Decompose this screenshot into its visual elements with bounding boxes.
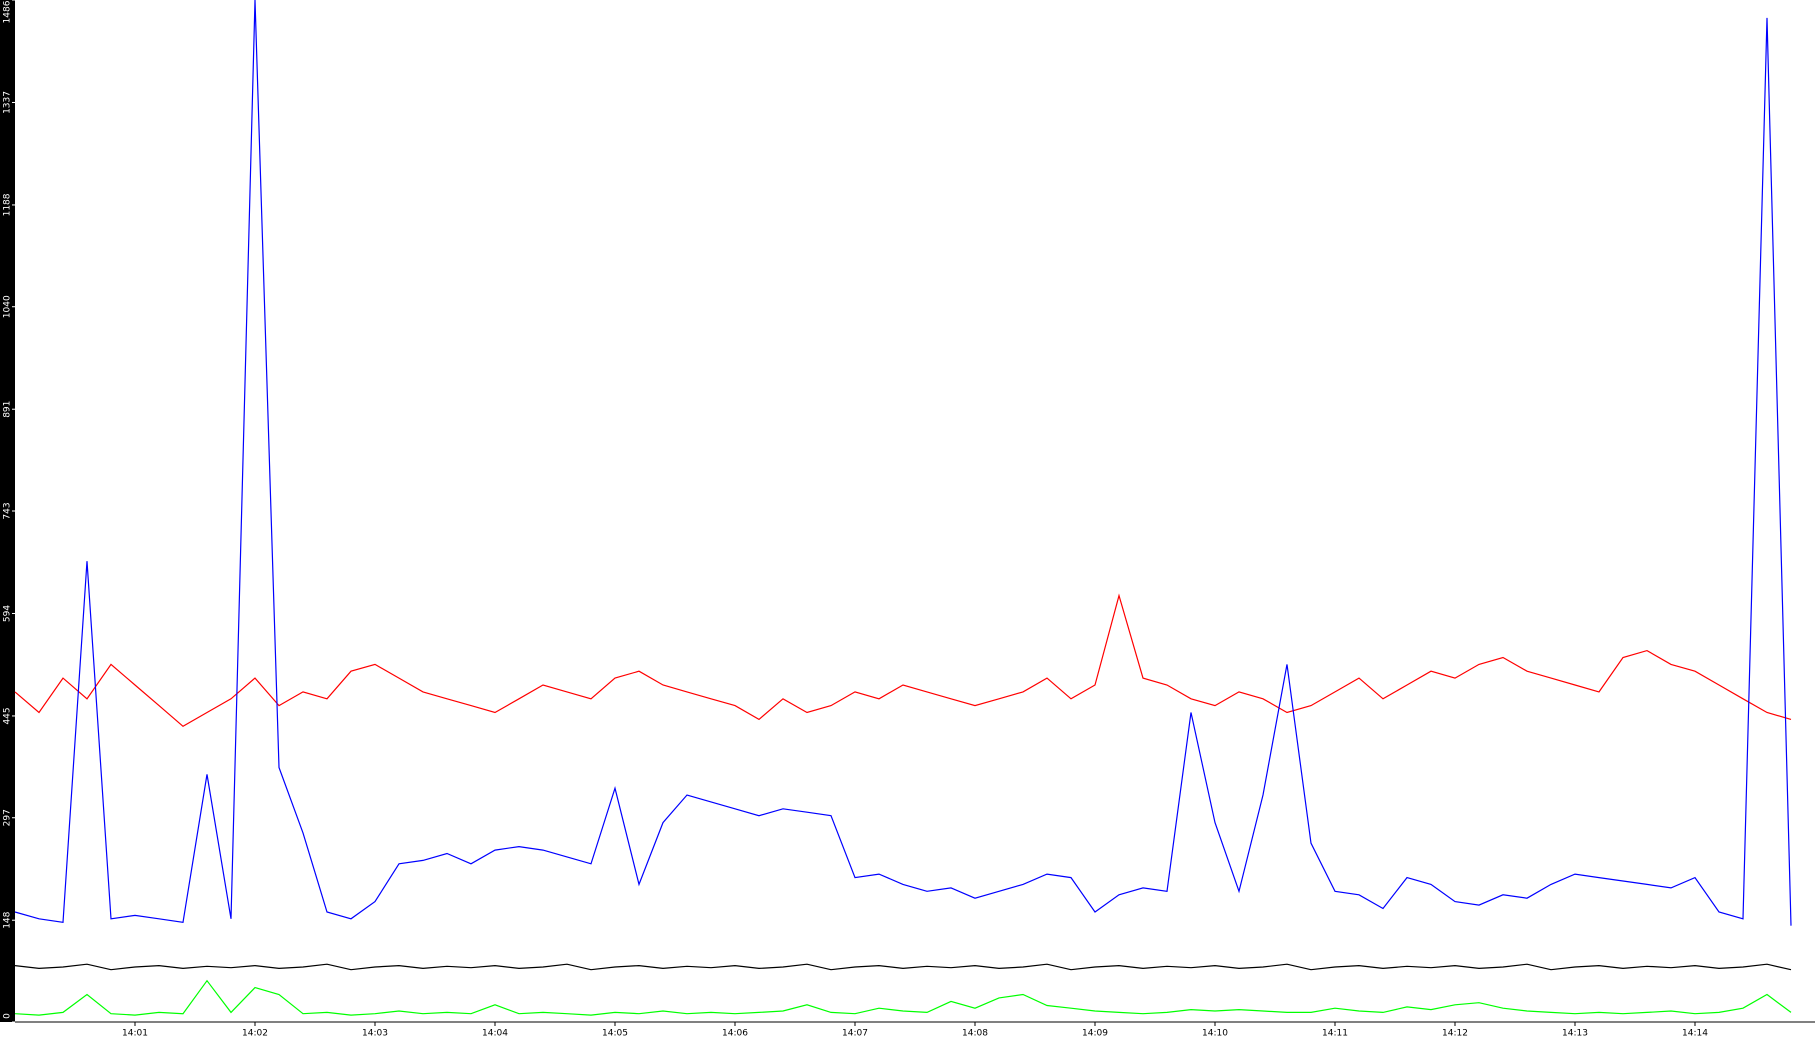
x-tick-label: 14:09 — [1082, 1029, 1108, 1039]
y-tick-label: 1337 — [3, 91, 13, 114]
y-tick-label: 1040 — [3, 295, 13, 318]
y-tick-label: 743 — [3, 502, 13, 519]
x-axis-strip — [0, 1022, 1815, 1039]
y-tick-label: 297 — [3, 809, 13, 826]
x-tick-label: 14:08 — [962, 1029, 988, 1039]
series-line — [14, 0, 1792, 926]
series-line — [14, 963, 1792, 971]
x-tick-label: 14:02 — [242, 1029, 268, 1039]
x-tick-label: 14:10 — [1202, 1029, 1228, 1039]
x-tick-label: 14:13 — [1562, 1029, 1588, 1039]
x-tick-label: 14:11 — [1322, 1029, 1348, 1039]
y-tick-label: 594 — [3, 605, 13, 622]
x-tick-label: 14:03 — [362, 1029, 388, 1039]
series-line — [14, 979, 1792, 1016]
series-line — [14, 593, 1792, 728]
y-tick-label: 891 — [3, 401, 13, 418]
x-tick-label: 14:05 — [602, 1029, 628, 1039]
x-tick-label: 14:07 — [842, 1029, 868, 1039]
y-tick-label: 148 — [3, 911, 13, 928]
y-tick-label: 0 — [3, 1013, 13, 1019]
x-tick-label: 14:01 — [122, 1029, 148, 1039]
y-tick-label: 445 — [3, 707, 13, 724]
y-tick-label: 1188 — [3, 193, 13, 216]
x-tick-label: 14:12 — [1442, 1029, 1468, 1039]
x-tick-label: 14:14 — [1682, 1029, 1708, 1039]
x-tick-label: 14:04 — [482, 1029, 508, 1039]
y-axis-strip — [0, 0, 15, 1039]
y-tick-label: 1486 — [3, 0, 13, 23]
x-tick-label: 14:06 — [722, 1029, 748, 1039]
